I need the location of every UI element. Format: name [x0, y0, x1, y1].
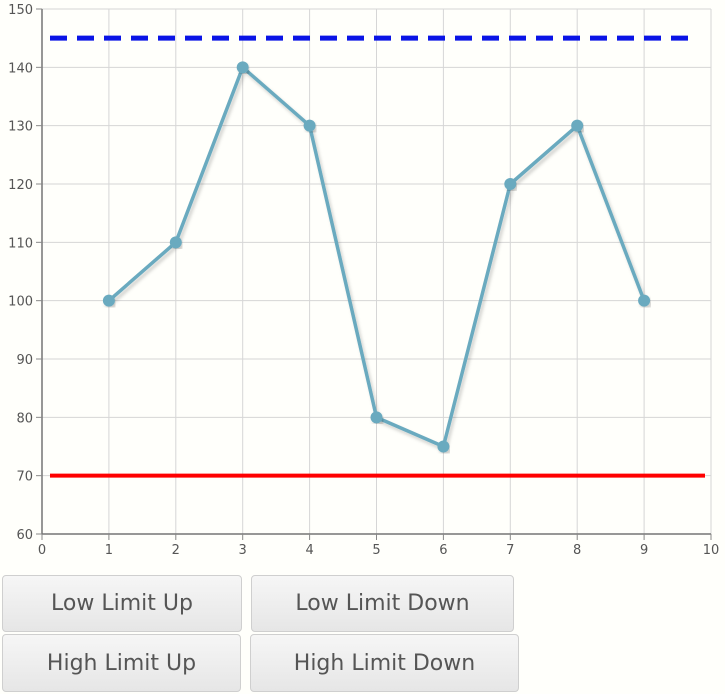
x-tick-label: 10 [703, 543, 720, 558]
high-limit-up-button[interactable]: High Limit Up [2, 634, 241, 692]
x-tick-label: 3 [239, 543, 247, 558]
data-point [169, 236, 182, 249]
y-tick-label: 140 [8, 61, 33, 76]
data-point [370, 411, 383, 424]
tick-labels: 60 70 80 90 100 110 120 130 140 150 0 1 2 3 4 5 6 7 8 9 10 [8, 3, 719, 558]
x-tick-label: 2 [172, 543, 180, 558]
line-chart: 60 70 80 90 100 110 120 130 140 150 0 1 2 3 4 5 6 7 8 9 10 [8, 3, 719, 558]
y-tick-label: 100 [8, 295, 33, 310]
x-tick-label: 6 [439, 543, 447, 558]
x-tick-label: 8 [573, 543, 581, 558]
data-point [638, 294, 651, 307]
y-tick-label: 120 [8, 178, 33, 193]
low-limit-down-button[interactable]: Low Limit Down [251, 575, 514, 632]
y-tick-label: 110 [8, 236, 33, 251]
data-point [236, 61, 249, 74]
limit-lines [50, 35, 705, 478]
data-point [504, 178, 517, 190]
y-tick-label: 60 [16, 528, 33, 543]
data-series [102, 61, 651, 453]
x-tick-label: 9 [640, 543, 648, 558]
y-tick-label: 130 [8, 120, 33, 135]
data-point [102, 294, 115, 307]
high-limit-down-button[interactable]: High Limit Down [250, 634, 519, 692]
chart-area: 60 70 80 90 100 110 120 130 140 150 0 1 2 3 4 5 6 7 8 9 10 [8, 3, 719, 558]
data-point [571, 119, 584, 132]
y-tick-label: 80 [16, 411, 33, 426]
y-tick-label: 70 [16, 470, 33, 485]
y-tick-label: 90 [16, 353, 33, 368]
y-tick-label: 150 [8, 3, 33, 18]
low-limit-up-button[interactable]: Low Limit Up [2, 575, 242, 632]
x-tick-label: 5 [372, 543, 380, 558]
x-tick-label: 1 [105, 543, 113, 558]
x-tick-label: 4 [305, 543, 313, 558]
axes [36, 8, 712, 540]
x-tick-label: 0 [38, 543, 46, 558]
data-point [437, 440, 450, 453]
x-tick-label: 7 [506, 543, 514, 558]
data-point [303, 119, 316, 132]
